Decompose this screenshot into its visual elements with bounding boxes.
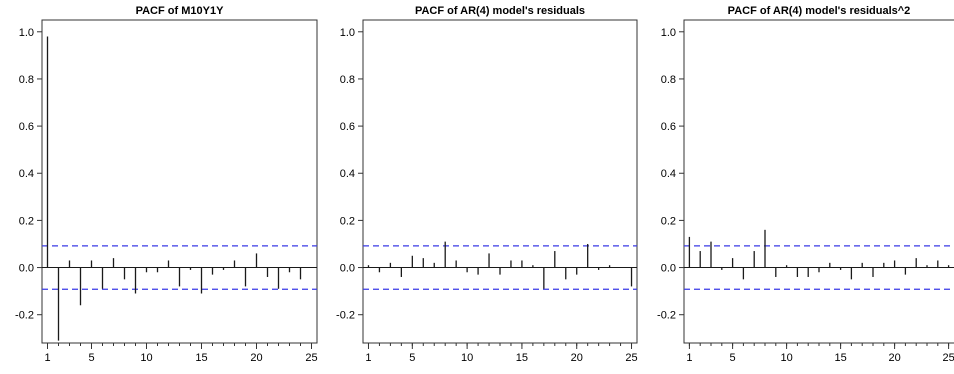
x-tick-label: 1: [365, 352, 371, 364]
y-tick-label: 1.0: [340, 27, 355, 39]
y-tick-label: 0.0: [340, 263, 355, 275]
x-tick-label: 15: [195, 352, 207, 364]
y-tick-label: 0.2: [661, 215, 676, 227]
y-tick-label: 0.6: [19, 121, 34, 133]
y-tick-label: 0.4: [340, 168, 355, 180]
x-tick-label: 20: [571, 352, 583, 364]
x-tick-label: 10: [140, 352, 152, 364]
y-tick-label: -0.2: [657, 310, 676, 322]
y-tick-label: -0.2: [336, 310, 355, 322]
x-tick-label: 20: [888, 352, 900, 364]
y-tick-label: -0.2: [15, 310, 34, 322]
y-tick-label: 0.6: [340, 121, 355, 133]
x-tick-label: 10: [461, 352, 473, 364]
y-tick-label: 0.8: [661, 74, 676, 86]
y-tick-label: 0.2: [19, 215, 34, 227]
x-tick-label: 5: [730, 352, 736, 364]
y-tick-label: 0.4: [19, 168, 34, 180]
y-tick-label: 1.0: [661, 27, 676, 39]
y-tick-label: 0.4: [661, 168, 676, 180]
y-tick-label: 1.0: [19, 27, 34, 39]
y-tick-label: 0.0: [19, 263, 34, 275]
x-tick-label: 15: [834, 352, 846, 364]
pacf-panel-3: PACF of AR(4) model's residuals^2 0.0 0.2 0…: [657, 5, 954, 364]
y-tick-label: 0.0: [661, 263, 676, 275]
plot-frame: [41, 19, 318, 344]
y-tick-label: 0.6: [661, 121, 676, 133]
panel-title: PACF of AR(4) model's residuals: [415, 5, 585, 17]
plot-frame: [683, 19, 954, 344]
y-tick-label: 0.2: [340, 215, 355, 227]
x-tick-label: 20: [250, 352, 262, 364]
x-tick-label: 5: [88, 352, 94, 364]
x-tick-label: 15: [516, 352, 528, 364]
panel-title: PACF of M10Y1Y: [136, 5, 224, 17]
y-tick-label: 0.8: [19, 74, 34, 86]
x-tick-label: 5: [409, 352, 415, 364]
x-tick-label: 25: [305, 352, 317, 364]
x-tick-label: 10: [780, 352, 792, 364]
x-tick-label: 25: [625, 352, 637, 364]
x-tick-label: 25: [942, 352, 954, 364]
x-tick-label: 1: [44, 352, 50, 364]
plot-frame: [362, 19, 638, 344]
pacf-panel-2: PACF of AR(4) model's residuals 0.0 0.2 0.4…: [336, 5, 638, 364]
panel-title: PACF of AR(4) model's residuals^2: [728, 5, 911, 17]
y-tick-label: 0.8: [340, 74, 355, 86]
x-tick-label: 1: [686, 352, 692, 364]
